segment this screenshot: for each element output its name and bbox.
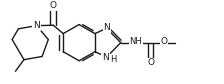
Text: N: N: [103, 23, 110, 32]
Text: O: O: [147, 58, 154, 67]
Text: NH: NH: [130, 37, 142, 46]
Text: N: N: [33, 21, 40, 30]
Text: N: N: [102, 53, 109, 62]
Text: H: H: [110, 55, 116, 64]
Text: O: O: [50, 1, 57, 10]
Text: O: O: [160, 37, 168, 46]
